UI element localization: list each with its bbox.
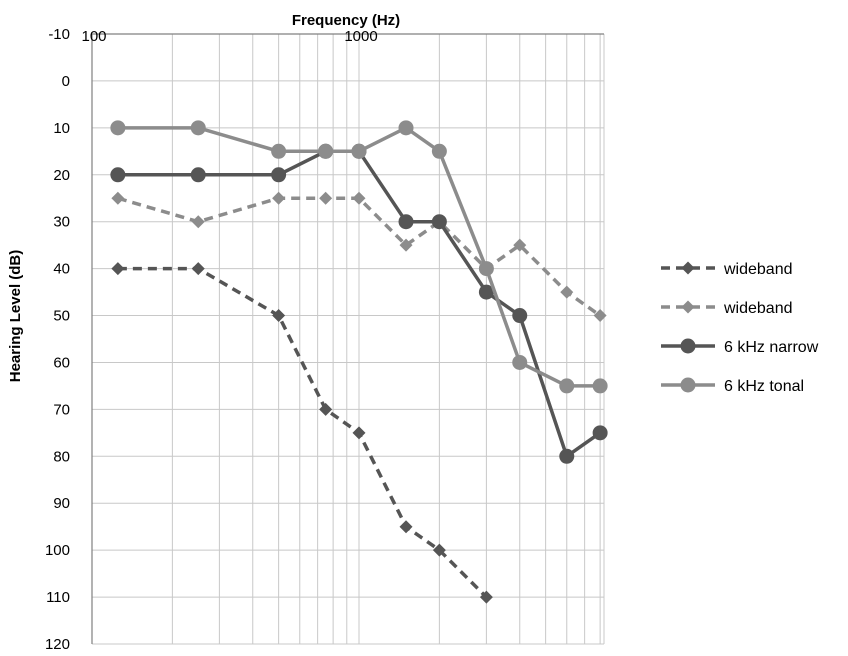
- data-point: [271, 143, 287, 159]
- series-line: [117, 196, 602, 317]
- data-point: [352, 191, 366, 205]
- data-point: [431, 143, 447, 159]
- y-tick-label: 60: [53, 354, 70, 371]
- legend-label: 6 kHz narrow: [724, 339, 819, 356]
- y-tick-label: 40: [53, 261, 70, 278]
- y-tick-label: 120: [45, 636, 70, 653]
- series-1: [111, 262, 493, 604]
- data-point: [399, 238, 413, 252]
- legend-item-1: wideband: [661, 261, 793, 278]
- data-point: [399, 520, 413, 534]
- data-point: [110, 120, 126, 136]
- data-point: [190, 120, 206, 136]
- data-point: [319, 191, 333, 205]
- x-axis-title: Frequency (Hz): [292, 12, 400, 29]
- legend-marker: [681, 300, 695, 314]
- data-point: [512, 354, 528, 370]
- legend-item-3: 6 kHz narrow: [661, 338, 819, 356]
- data-point: [272, 309, 286, 323]
- y-tick-label: 20: [53, 167, 70, 184]
- legend-marker: [680, 377, 696, 393]
- y-tick-label: 10: [53, 120, 70, 137]
- legend-item-4: 6 kHz tonal: [661, 377, 804, 395]
- y-tick-label: 80: [53, 448, 70, 465]
- data-point: [559, 378, 575, 394]
- y-tick-label: 90: [53, 495, 70, 512]
- legend-label: wideband: [723, 300, 793, 317]
- data-point: [478, 261, 494, 277]
- x-tick-label: 100: [81, 28, 106, 45]
- data-point: [398, 120, 414, 136]
- y-tick-label: 110: [46, 589, 70, 606]
- data-point: [352, 426, 366, 440]
- y-tick-label: 50: [53, 308, 70, 325]
- axes: -10 0 10 20 30 40 50 60 70 80 90 100 110 120 100 1000: [45, 26, 604, 653]
- data-point: [593, 309, 607, 323]
- legend-label: wideband: [723, 261, 793, 278]
- data-point: [479, 590, 493, 604]
- data-point: [513, 238, 527, 252]
- legend-item-2: wideband: [661, 300, 793, 317]
- series-4: [110, 120, 608, 394]
- legend-marker: [680, 338, 696, 354]
- plot-series: [110, 120, 608, 604]
- data-point: [560, 285, 574, 299]
- data-point: [111, 262, 125, 276]
- series-line: [117, 266, 488, 599]
- x-tick-label: 1000: [344, 28, 377, 45]
- data-point: [432, 543, 446, 557]
- y-tick-label: -10: [48, 26, 70, 43]
- data-point: [110, 167, 126, 183]
- data-point: [272, 191, 286, 205]
- data-point: [592, 425, 608, 441]
- legend: wideband wideband 6 kHz narrow 6 kHz tonal: [661, 261, 819, 395]
- data-point: [512, 308, 528, 324]
- legend-label: 6 kHz tonal: [724, 378, 804, 395]
- data-point: [478, 284, 494, 300]
- data-point: [111, 191, 125, 205]
- data-point: [191, 215, 205, 229]
- data-point: [351, 143, 367, 159]
- data-point: [318, 143, 334, 159]
- legend-marker: [681, 261, 695, 275]
- data-point: [592, 378, 608, 394]
- y-tick-label: 100: [45, 542, 70, 559]
- y-tick-label: 0: [62, 73, 70, 90]
- y-tick-label: 70: [53, 401, 70, 418]
- gridlines: [91, 33, 605, 645]
- data-point: [431, 214, 447, 230]
- data-point: [191, 262, 205, 276]
- data-point: [271, 167, 287, 183]
- data-point: [190, 167, 206, 183]
- y-axis-title: Hearing Level (dB): [7, 250, 24, 383]
- data-point: [559, 448, 575, 464]
- y-tick-label: 30: [53, 214, 70, 231]
- data-point: [319, 402, 333, 416]
- data-point: [398, 214, 414, 230]
